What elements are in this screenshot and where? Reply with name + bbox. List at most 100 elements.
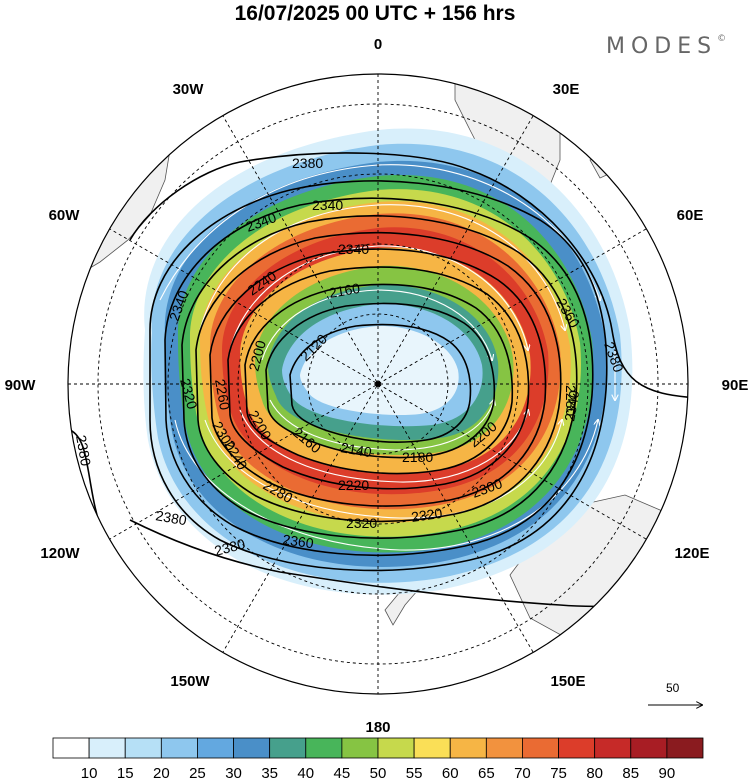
colorbar-swatch (558, 737, 596, 759)
colorbar-swatch (124, 737, 162, 759)
contour-2160 (265, 302, 496, 459)
longitude-label-120e: 120E (674, 545, 709, 562)
flow-arrow (204, 420, 562, 519)
colorbar-swatch (160, 737, 198, 759)
contour-label: 2380 (213, 535, 247, 559)
wind-speed-shading (143, 128, 633, 595)
longitude-label-0: 0 (374, 36, 382, 53)
contour-label: 2320 (346, 515, 377, 531)
colorbar-tick-label: 15 (117, 765, 134, 782)
contour-2300 (195, 231, 562, 523)
colorbar-swatch (449, 737, 487, 759)
flow-arrows (118, 164, 641, 551)
flow-arrow (174, 420, 598, 551)
meridian-120e-60w (109, 228, 647, 540)
colorbar-swatch (666, 737, 704, 759)
brand-logo: MODES© (606, 34, 726, 59)
colorbar-swatch (88, 737, 126, 759)
contour-label: 2340 (561, 389, 582, 423)
contour-2360 (149, 180, 608, 572)
longitude-label-90e: 90E (722, 377, 749, 394)
colorbar: 10 15 20 25 30 35 40 45 50 55 60 65 70 75 80 85 90 (52, 737, 704, 782)
colorbar-tick-label: 45 (334, 765, 351, 782)
colorbar-swatch (485, 737, 523, 759)
colorbar-tick-label: 50 (370, 765, 387, 782)
colorbar-swatch (522, 737, 559, 759)
colorbar-swatch (341, 737, 379, 759)
map-boundary (67, 73, 689, 695)
polar-vortex-core-10 (300, 325, 459, 416)
colorbar-tick-label: 85 (622, 765, 639, 782)
longitude-label-30e: 30E (553, 81, 580, 98)
colorbar-swatch (197, 737, 234, 759)
contour-2320 (181, 215, 578, 539)
height-contours (68, 152, 688, 681)
contour-label: 2160 (328, 280, 362, 301)
colorbar-swatch (233, 737, 271, 759)
colorbar-swatch (630, 737, 668, 759)
contour-label: 2280 (563, 385, 579, 416)
longitude-label-180: 180 (365, 719, 390, 736)
map-title: 16/07/2025 00 UTC + 156 hrs (234, 2, 516, 25)
contour-2280 (209, 248, 547, 507)
contour-label: 2220 (338, 477, 369, 493)
contour-label: 2180 (402, 449, 433, 465)
colorbar-tick-label: 20 (153, 765, 170, 782)
colorbar-tick-label: 75 (550, 765, 567, 782)
colorbar-tick-label: 10 (81, 765, 98, 782)
contour-2340 (164, 197, 594, 556)
contour-label: 2320 (410, 505, 443, 525)
meridian-60e-120w (109, 228, 647, 540)
colorbar-tick-label: 30 (225, 765, 242, 782)
contour-label: 2200 (245, 338, 269, 372)
graticule (68, 74, 688, 694)
colorbar-swatch (594, 737, 632, 759)
longitude-label-150w: 150W (170, 673, 210, 690)
contour-label: 2340 (312, 197, 343, 213)
reference-vector-value: 50 (666, 681, 680, 695)
flow-arrow (269, 400, 494, 451)
colorbar-swatch (413, 737, 451, 759)
colorbar-tick-label: 35 (261, 765, 278, 782)
south-pole-marker (375, 381, 381, 387)
longitude-labels: 0 30E 60E 90E 120E 150E 180 150W 120W 90… (5, 36, 749, 736)
contour-2240 (227, 266, 530, 490)
colorbar-swatch (52, 737, 90, 759)
flow-arrow (199, 204, 565, 330)
contour-2120 (289, 323, 472, 443)
colorbar-tick-label: 40 (297, 765, 314, 782)
colorbar-tick-label: 90 (659, 765, 676, 782)
contour-2200 (244, 283, 514, 475)
colorbar-tick-label: 70 (514, 765, 531, 782)
colorbar-tick-label: 55 (406, 765, 423, 782)
colorbar-tick-label: 60 (442, 765, 459, 782)
longitude-label-60e: 60E (677, 207, 704, 224)
contour-label: 2320 (177, 377, 201, 411)
map-disc (68, 74, 688, 694)
contour-label: 2380 (292, 155, 323, 171)
brand-text: MODES (606, 34, 718, 59)
flow-arrow (229, 245, 528, 350)
contour-label: 2380 (154, 507, 188, 528)
longitude-label-60w: 60W (49, 207, 81, 224)
longitude-label-90w: 90W (5, 377, 37, 394)
meridian-150e-30w (222, 115, 534, 653)
contour-label: 2340 (338, 241, 369, 257)
colorbar-tick-label: 25 (189, 765, 206, 782)
flow-arrow (118, 400, 120, 431)
flow-arrow (636, 419, 641, 450)
colorbar-swatch (305, 737, 343, 759)
longitude-label-30w: 30W (173, 81, 205, 98)
flow-arrow (239, 410, 528, 483)
latitude-circle-60 (167, 173, 589, 595)
contour-2380-main (129, 152, 688, 399)
contour-label: 2140 (339, 439, 373, 460)
longitude-label-120w: 120W (40, 545, 80, 562)
contour-label: 2360 (282, 531, 315, 551)
reference-vector: 50 (648, 681, 702, 705)
contour-label: 2380 (73, 434, 94, 468)
longitude-label-150e: 150E (550, 673, 585, 690)
contour-label: 2260 (212, 378, 233, 412)
colorbar-tick-label: 80 (586, 765, 603, 782)
